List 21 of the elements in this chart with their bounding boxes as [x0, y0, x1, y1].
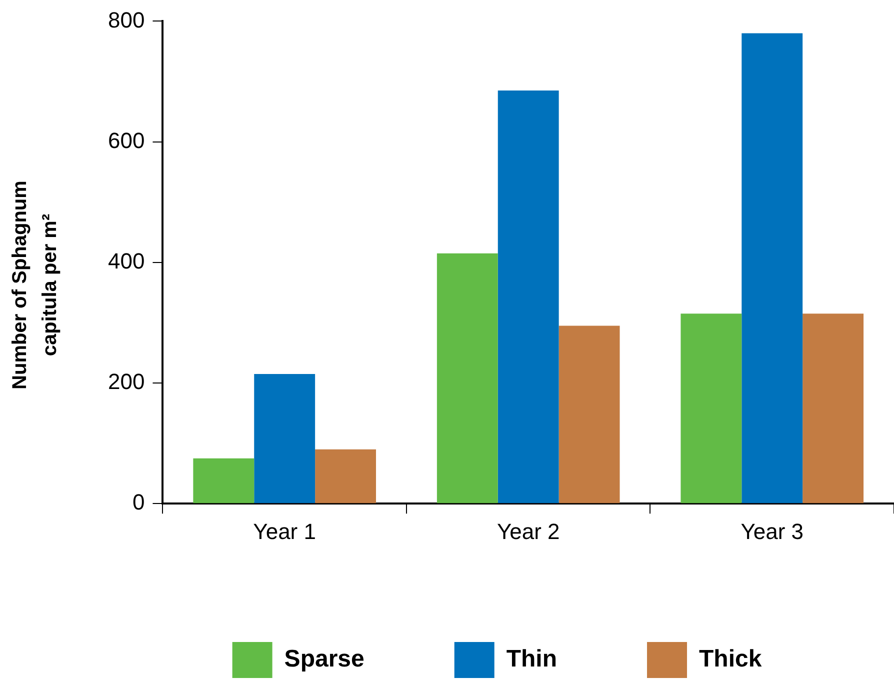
bar	[436, 253, 498, 504]
bar	[254, 374, 316, 504]
bar	[498, 90, 559, 504]
bar	[742, 33, 803, 504]
x-tick-label: Year 3	[740, 518, 804, 544]
y-tick-label: 400	[108, 248, 145, 274]
legend-label: Sparse	[284, 646, 364, 673]
y-tick-label: 0	[132, 490, 145, 515]
y-tick-label: 600	[108, 128, 145, 153]
bar	[680, 314, 742, 504]
legend-label: Thick	[699, 646, 762, 673]
x-tick-label: Year 2	[496, 518, 560, 544]
bar	[802, 314, 864, 504]
y-tick-label: 200	[108, 369, 145, 394]
bar	[558, 326, 620, 504]
legend-label: Thin	[506, 646, 558, 673]
y-tick-label: 800	[108, 7, 145, 32]
y-axis-title: Number of Sphagnum capitula per m²	[8, 180, 62, 392]
x-tick-label: Year 1	[253, 518, 316, 544]
bar	[315, 449, 376, 504]
bar	[193, 458, 254, 504]
